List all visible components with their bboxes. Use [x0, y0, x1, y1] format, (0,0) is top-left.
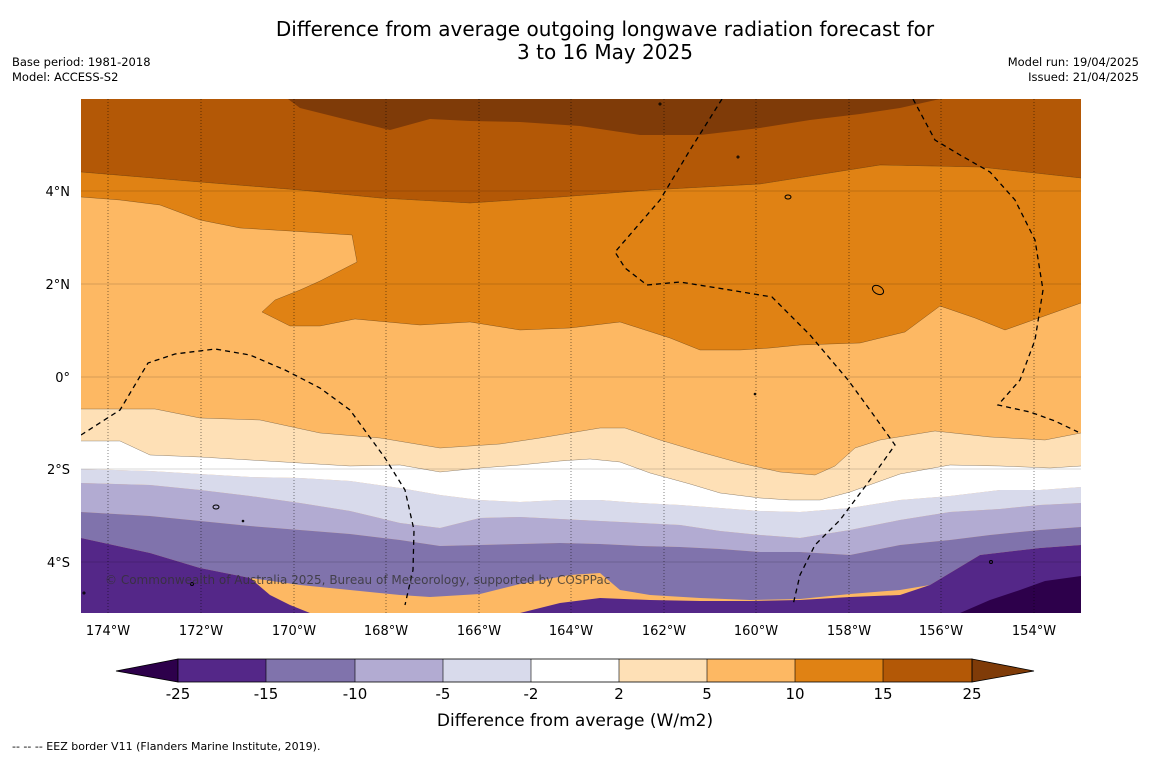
title-line-1: Difference from average outgoing longwav…	[275, 17, 935, 41]
band-10-15	[81, 165, 1081, 350]
tick-10: 10	[785, 685, 804, 703]
band-minus10-minus5	[81, 483, 1081, 555]
island-8	[989, 560, 993, 564]
colorbar: -25 -15 -10 -5 -2 2 5 10 15 25 Differenc…	[115, 658, 1035, 731]
issued-text: Issued: 21/04/2025	[1028, 70, 1139, 84]
eez-border-west	[81, 348, 415, 606]
colorbar-seg-5	[707, 659, 795, 682]
island-7	[241, 519, 245, 523]
colorbar-extend-high	[971, 658, 1035, 683]
info-right: Model run: 19/04/2025 Issued: 21/04/2025	[1008, 55, 1139, 85]
lon-label-160w: 160°W	[734, 624, 778, 639]
colorbar-seg-minus15	[266, 659, 355, 682]
colorbar-seg-minus2	[531, 659, 619, 682]
lat-label-2s: 2°S	[47, 463, 70, 478]
colorbar-ticks: -25 -15 -10 -5 -2 2 5 10 15 25	[166, 685, 982, 703]
lon-label-174w: 174°W	[86, 624, 130, 639]
tick-5: 5	[702, 685, 712, 703]
eez-border-central	[614, 99, 896, 606]
lat-labels: 4°N 2°N 0° 2°S 4°S	[46, 185, 71, 571]
band-2-5	[81, 409, 1081, 500]
eez-border-east	[912, 99, 1079, 433]
band-below-minus25	[960, 576, 1081, 613]
model-run-text: Model run: 19/04/2025	[1007, 55, 1139, 69]
lon-label-170w: 170°W	[272, 624, 316, 639]
island-5	[658, 102, 662, 106]
lon-label-166w: 166°W	[457, 624, 501, 639]
tick-minus25: -25	[166, 685, 191, 703]
tick-minus5: -5	[436, 685, 451, 703]
band-minus15-minus10	[81, 512, 1081, 600]
eez-borders	[81, 99, 1079, 606]
lon-label-162w: 162°W	[642, 624, 686, 639]
lon-label-172w: 172°W	[179, 624, 223, 639]
lat-label-2n: 2°N	[46, 278, 71, 293]
lon-label-164w: 164°W	[549, 624, 593, 639]
contour-fill: © Commonwealth of Australia 2025, Bureau…	[81, 99, 1081, 613]
band-15-25	[81, 99, 1081, 203]
tick-2: 2	[614, 685, 624, 703]
map-title: Difference from average outgoing longwav…	[175, 18, 1035, 64]
colorbar-seg-15	[883, 659, 972, 682]
tick-minus15: -15	[254, 685, 279, 703]
copyright-text: © Commonwealth of Australia 2025, Bureau…	[105, 573, 610, 587]
title-line-2: 3 to 16 May 2025	[517, 40, 693, 64]
contour-lines	[81, 164, 1081, 501]
tick-minus2: -2	[524, 685, 539, 703]
lon-label-156w: 156°W	[919, 624, 963, 639]
colorbar-seg-10	[795, 659, 883, 682]
lon-label-154w: 154°W	[1012, 624, 1056, 639]
colorbar-seg-2	[619, 659, 707, 682]
model-text: Model: ACCESS-S2	[12, 70, 119, 84]
band-minus25-minus15-right	[520, 545, 1081, 613]
island-9	[190, 582, 194, 586]
colorbar-seg-minus25	[178, 659, 266, 682]
graticule	[81, 99, 1081, 613]
tick-25: 25	[962, 685, 981, 703]
band-minus5-minus2	[81, 469, 1081, 538]
band-minus2-2	[81, 441, 1081, 512]
island-4	[736, 155, 740, 159]
island-10	[82, 591, 86, 595]
tick-15: 15	[873, 685, 892, 703]
lat-label-4s: 4°S	[47, 556, 70, 571]
lat-label-0: 0°	[55, 371, 70, 386]
lon-label-158w: 158°W	[827, 624, 871, 639]
info-left: Base period: 1981-2018 Model: ACCESS-S2	[12, 55, 151, 85]
lon-label-168w: 168°W	[364, 624, 408, 639]
colorbar-seg-minus5	[443, 659, 531, 682]
band-above-25	[288, 99, 940, 135]
tick-minus10: -10	[343, 685, 368, 703]
islands	[82, 102, 993, 595]
island-6	[753, 392, 757, 396]
base-period-text: Base period: 1981-2018	[12, 55, 151, 69]
colorbar-extend-low	[115, 658, 179, 683]
eez-footnote: -- -- -- EEZ border V11 (Flanders Marine…	[12, 740, 321, 753]
band-minus25-minus15	[81, 538, 310, 613]
lon-labels: 174°W 172°W 170°W 168°W 166°W 164°W 162°…	[86, 624, 1056, 639]
colorbar-seg-minus10	[355, 659, 443, 682]
island-3	[212, 504, 220, 510]
island-2	[871, 284, 885, 296]
colorbar-label: Difference from average (W/m2)	[437, 711, 713, 731]
lat-label-4n: 4°N	[46, 185, 71, 200]
island-1	[784, 194, 792, 200]
